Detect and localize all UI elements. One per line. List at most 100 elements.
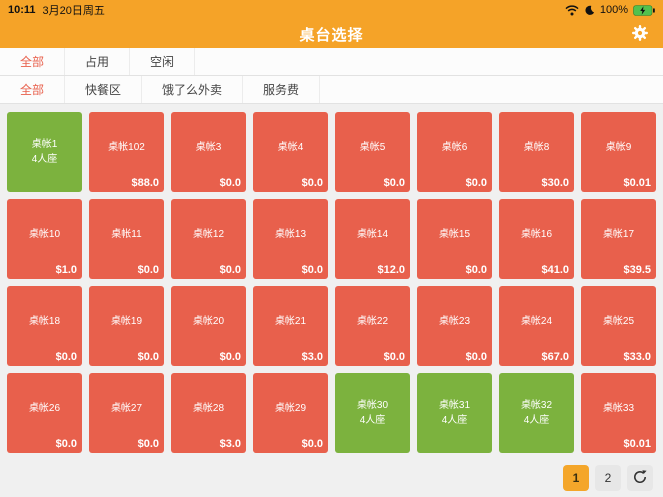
- table-price: $0.01: [623, 438, 651, 450]
- table-price: $3.0: [219, 438, 241, 450]
- table-price: $12.0: [377, 264, 405, 276]
- table-price: $33.0: [623, 351, 651, 363]
- tab-area-1[interactable]: 快餐区: [65, 76, 143, 103]
- table-price: $3.0: [301, 351, 323, 363]
- table-card-7[interactable]: 桌帐8 $30.0: [499, 112, 574, 192]
- table-card-22[interactable]: 桌帐23 $0.0: [417, 286, 492, 366]
- battery-percent: 100%: [599, 4, 628, 16]
- table-card-15[interactable]: 桌帐16 $41.0: [499, 199, 574, 279]
- tab-area-0[interactable]: 全部: [0, 76, 66, 103]
- page-button-2[interactable]: 2: [595, 465, 621, 491]
- table-name: 桌帐32: [520, 400, 553, 411]
- table-card-12[interactable]: 桌帐13 $0.0: [253, 199, 328, 279]
- table-card-26[interactable]: 桌帐27 $0.0: [89, 373, 164, 453]
- table-seats: 4人座: [441, 415, 468, 426]
- tab-status-2[interactable]: 空闲: [130, 48, 196, 75]
- table-card-30[interactable]: 桌帐31 4人座: [417, 373, 492, 453]
- table-price: $0.0: [137, 264, 159, 276]
- table-name: 桌帐18: [28, 315, 61, 327]
- table-price: $0.01: [623, 177, 651, 189]
- table-card-31[interactable]: 桌帐32 4人座: [499, 373, 574, 453]
- tab-area-3[interactable]: 服务费: [243, 76, 321, 103]
- table-card-20[interactable]: 桌帐21 $3.0: [253, 286, 328, 366]
- status-time: 10:11: [8, 4, 36, 16]
- table-card-17[interactable]: 桌帐18 $0.0: [7, 286, 82, 366]
- table-name: 桌帐1: [31, 139, 58, 150]
- table-name: 桌帐11: [111, 228, 142, 240]
- table-price: $30.0: [541, 177, 569, 189]
- table-card-29[interactable]: 桌帐30 4人座: [335, 373, 410, 453]
- table-card-1[interactable]: 桌帐1 4人座: [7, 112, 82, 192]
- table-card-25[interactable]: 桌帐26 $0.0: [7, 373, 82, 453]
- table-name: 桌帐20: [192, 315, 225, 327]
- table-price: $0.0: [219, 264, 241, 276]
- table-card-8[interactable]: 桌帐9 $0.01: [581, 112, 656, 192]
- table-card-11[interactable]: 桌帐12 $0.0: [171, 199, 246, 279]
- page-button-1[interactable]: 1: [563, 465, 589, 491]
- table-card-24[interactable]: 桌帐25 $33.0: [581, 286, 656, 366]
- table-price: $0.0: [383, 177, 405, 189]
- table-name: 桌帐22: [356, 315, 389, 327]
- status-date: 3月20日周五: [42, 5, 105, 17]
- table-name: 桌帐26: [28, 402, 61, 414]
- table-card-16[interactable]: 桌帐17 $39.5: [581, 199, 656, 279]
- table-card-2[interactable]: 桌帐102 $88.0: [89, 112, 164, 192]
- refresh-button[interactable]: [627, 465, 653, 491]
- status-bar: 10:11 3月20日周五 100%: [0, 0, 663, 20]
- table-price: $0.0: [55, 438, 77, 450]
- table-card-5[interactable]: 桌帐5 $0.0: [335, 112, 410, 192]
- table-card-19[interactable]: 桌帐20 $0.0: [171, 286, 246, 366]
- tabbar-area: 全部 快餐区 饿了么外卖 服务费: [0, 76, 663, 104]
- table-name: 桌帐19: [110, 315, 143, 327]
- table-name: 桌帐23: [438, 315, 471, 327]
- table-seats: 4人座: [359, 415, 386, 426]
- refresh-icon: [632, 469, 648, 488]
- tab-status-0[interactable]: 全部: [0, 48, 66, 75]
- table-price: $0.0: [137, 351, 159, 363]
- table-price: $0.0: [465, 177, 487, 189]
- table-price: $1.0: [55, 264, 77, 276]
- table-name: 桌帐24: [520, 315, 553, 327]
- table-price: $88.0: [131, 177, 159, 189]
- table-card-9[interactable]: 桌帐10 $1.0: [7, 199, 82, 279]
- table-card-27[interactable]: 桌帐28 $3.0: [171, 373, 246, 453]
- table-card-4[interactable]: 桌帐4 $0.0: [253, 112, 328, 192]
- table-card-23[interactable]: 桌帐24 $67.0: [499, 286, 574, 366]
- table-card-28[interactable]: 桌帐29 $0.0: [253, 373, 328, 453]
- table-card-18[interactable]: 桌帐19 $0.0: [89, 286, 164, 366]
- tab-area-2[interactable]: 饿了么外卖: [142, 76, 244, 103]
- table-name: 桌帐29: [274, 402, 307, 414]
- table-price: $0.0: [219, 351, 241, 363]
- table-name: 桌帐31: [438, 400, 471, 411]
- tabbar-status: 全部 占用 空闲: [0, 48, 663, 76]
- page-title: 桌台选择: [299, 26, 364, 44]
- header: 桌台选择: [0, 20, 663, 48]
- table-card-3[interactable]: 桌帐3 $0.0: [171, 112, 246, 192]
- table-name: 桌帐16: [520, 228, 553, 240]
- moon-icon: [584, 5, 595, 16]
- table-card-14[interactable]: 桌帐15 $0.0: [417, 199, 492, 279]
- tables-grid: 桌帐1 4人座 桌帐102 $88.0 桌帐3 $0.0 桌帐4 $0.0 桌帐5 $0.0 桌帐6…: [0, 104, 663, 459]
- table-card-21[interactable]: 桌帐22 $0.0: [335, 286, 410, 366]
- table-price: $0.0: [383, 351, 405, 363]
- settings-button[interactable]: [629, 23, 651, 45]
- table-seats: 4人座: [31, 154, 58, 165]
- table-card-10[interactable]: 桌帐11 $0.0: [89, 199, 164, 279]
- battery-icon: [633, 4, 655, 16]
- table-price: $67.0: [541, 351, 569, 363]
- table-price: $0.0: [55, 351, 77, 363]
- table-name: 桌帐14: [356, 228, 389, 240]
- table-name: 桌帐10: [28, 228, 61, 240]
- table-card-13[interactable]: 桌帐14 $12.0: [335, 199, 410, 279]
- table-price: $0.0: [219, 177, 241, 189]
- table-price: $0.0: [301, 264, 323, 276]
- table-name: 桌帐17: [602, 228, 635, 240]
- table-card-6[interactable]: 桌帐6 $0.0: [417, 112, 492, 192]
- table-card-32[interactable]: 桌帐33 $0.01: [581, 373, 656, 453]
- table-name: 桌帐33: [602, 402, 635, 414]
- table-price: $39.5: [623, 264, 651, 276]
- tab-status-1[interactable]: 占用: [65, 48, 131, 75]
- table-name: 桌帐9: [605, 141, 632, 153]
